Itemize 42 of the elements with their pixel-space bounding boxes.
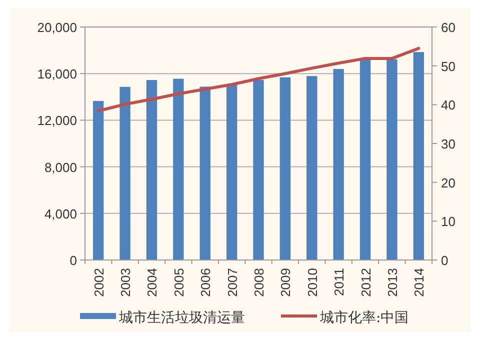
- bar: [413, 52, 424, 260]
- bar: [146, 80, 158, 260]
- x-tick-label: 2002: [91, 268, 106, 297]
- y-tick-label: 4,000: [44, 206, 77, 222]
- x-tick-label: 2013: [384, 268, 400, 297]
- bar: [280, 77, 291, 260]
- x-tick-label: 2007: [224, 268, 240, 297]
- line-series: [96, 46, 420, 112]
- bar: [386, 59, 398, 260]
- y2-tick-label: 60: [441, 20, 456, 35]
- y-tick-label: 8,000: [44, 160, 77, 175]
- y-tick-label: 16,000: [37, 66, 77, 82]
- bar: [360, 60, 371, 260]
- legend-label: 城市化率:中国: [319, 310, 409, 326]
- x-tick-label: 2009: [278, 268, 294, 297]
- bar: [306, 76, 318, 260]
- x-tick-label: 2012: [358, 268, 374, 297]
- y2-tick-label: 10: [441, 214, 456, 230]
- y-tick-label: 12,000: [37, 113, 77, 128]
- bar: [93, 100, 104, 260]
- bar: [226, 84, 238, 260]
- x-tick-label: 2014: [412, 268, 427, 297]
- x-tick-label: 2010: [304, 268, 320, 297]
- bar: [200, 86, 210, 260]
- x-tick-label: 2011: [332, 268, 347, 296]
- bar: [333, 68, 344, 260]
- y-tick-label: 20,000: [37, 20, 77, 35]
- y2-tick-label: 20: [441, 175, 456, 190]
- y2-tick-label: 50: [441, 58, 456, 74]
- x-tick-label: 2003: [118, 268, 134, 297]
- bar: [120, 86, 130, 260]
- x-tick-label: 2005: [171, 268, 186, 297]
- y2-tick-label: 30: [441, 136, 456, 152]
- bar: [173, 78, 184, 260]
- bar: [253, 80, 264, 260]
- y2-tick-label: 40: [441, 98, 456, 113]
- y2-tick-label: 0: [441, 253, 448, 268]
- x-tick-label: 2004: [144, 268, 160, 297]
- legend-label: 城市生活垃圾清运量: [118, 310, 245, 326]
- y-tick-label: 0: [70, 253, 77, 268]
- x-tick-label: 2008: [252, 268, 266, 297]
- x-tick-label: 2006: [198, 268, 214, 297]
